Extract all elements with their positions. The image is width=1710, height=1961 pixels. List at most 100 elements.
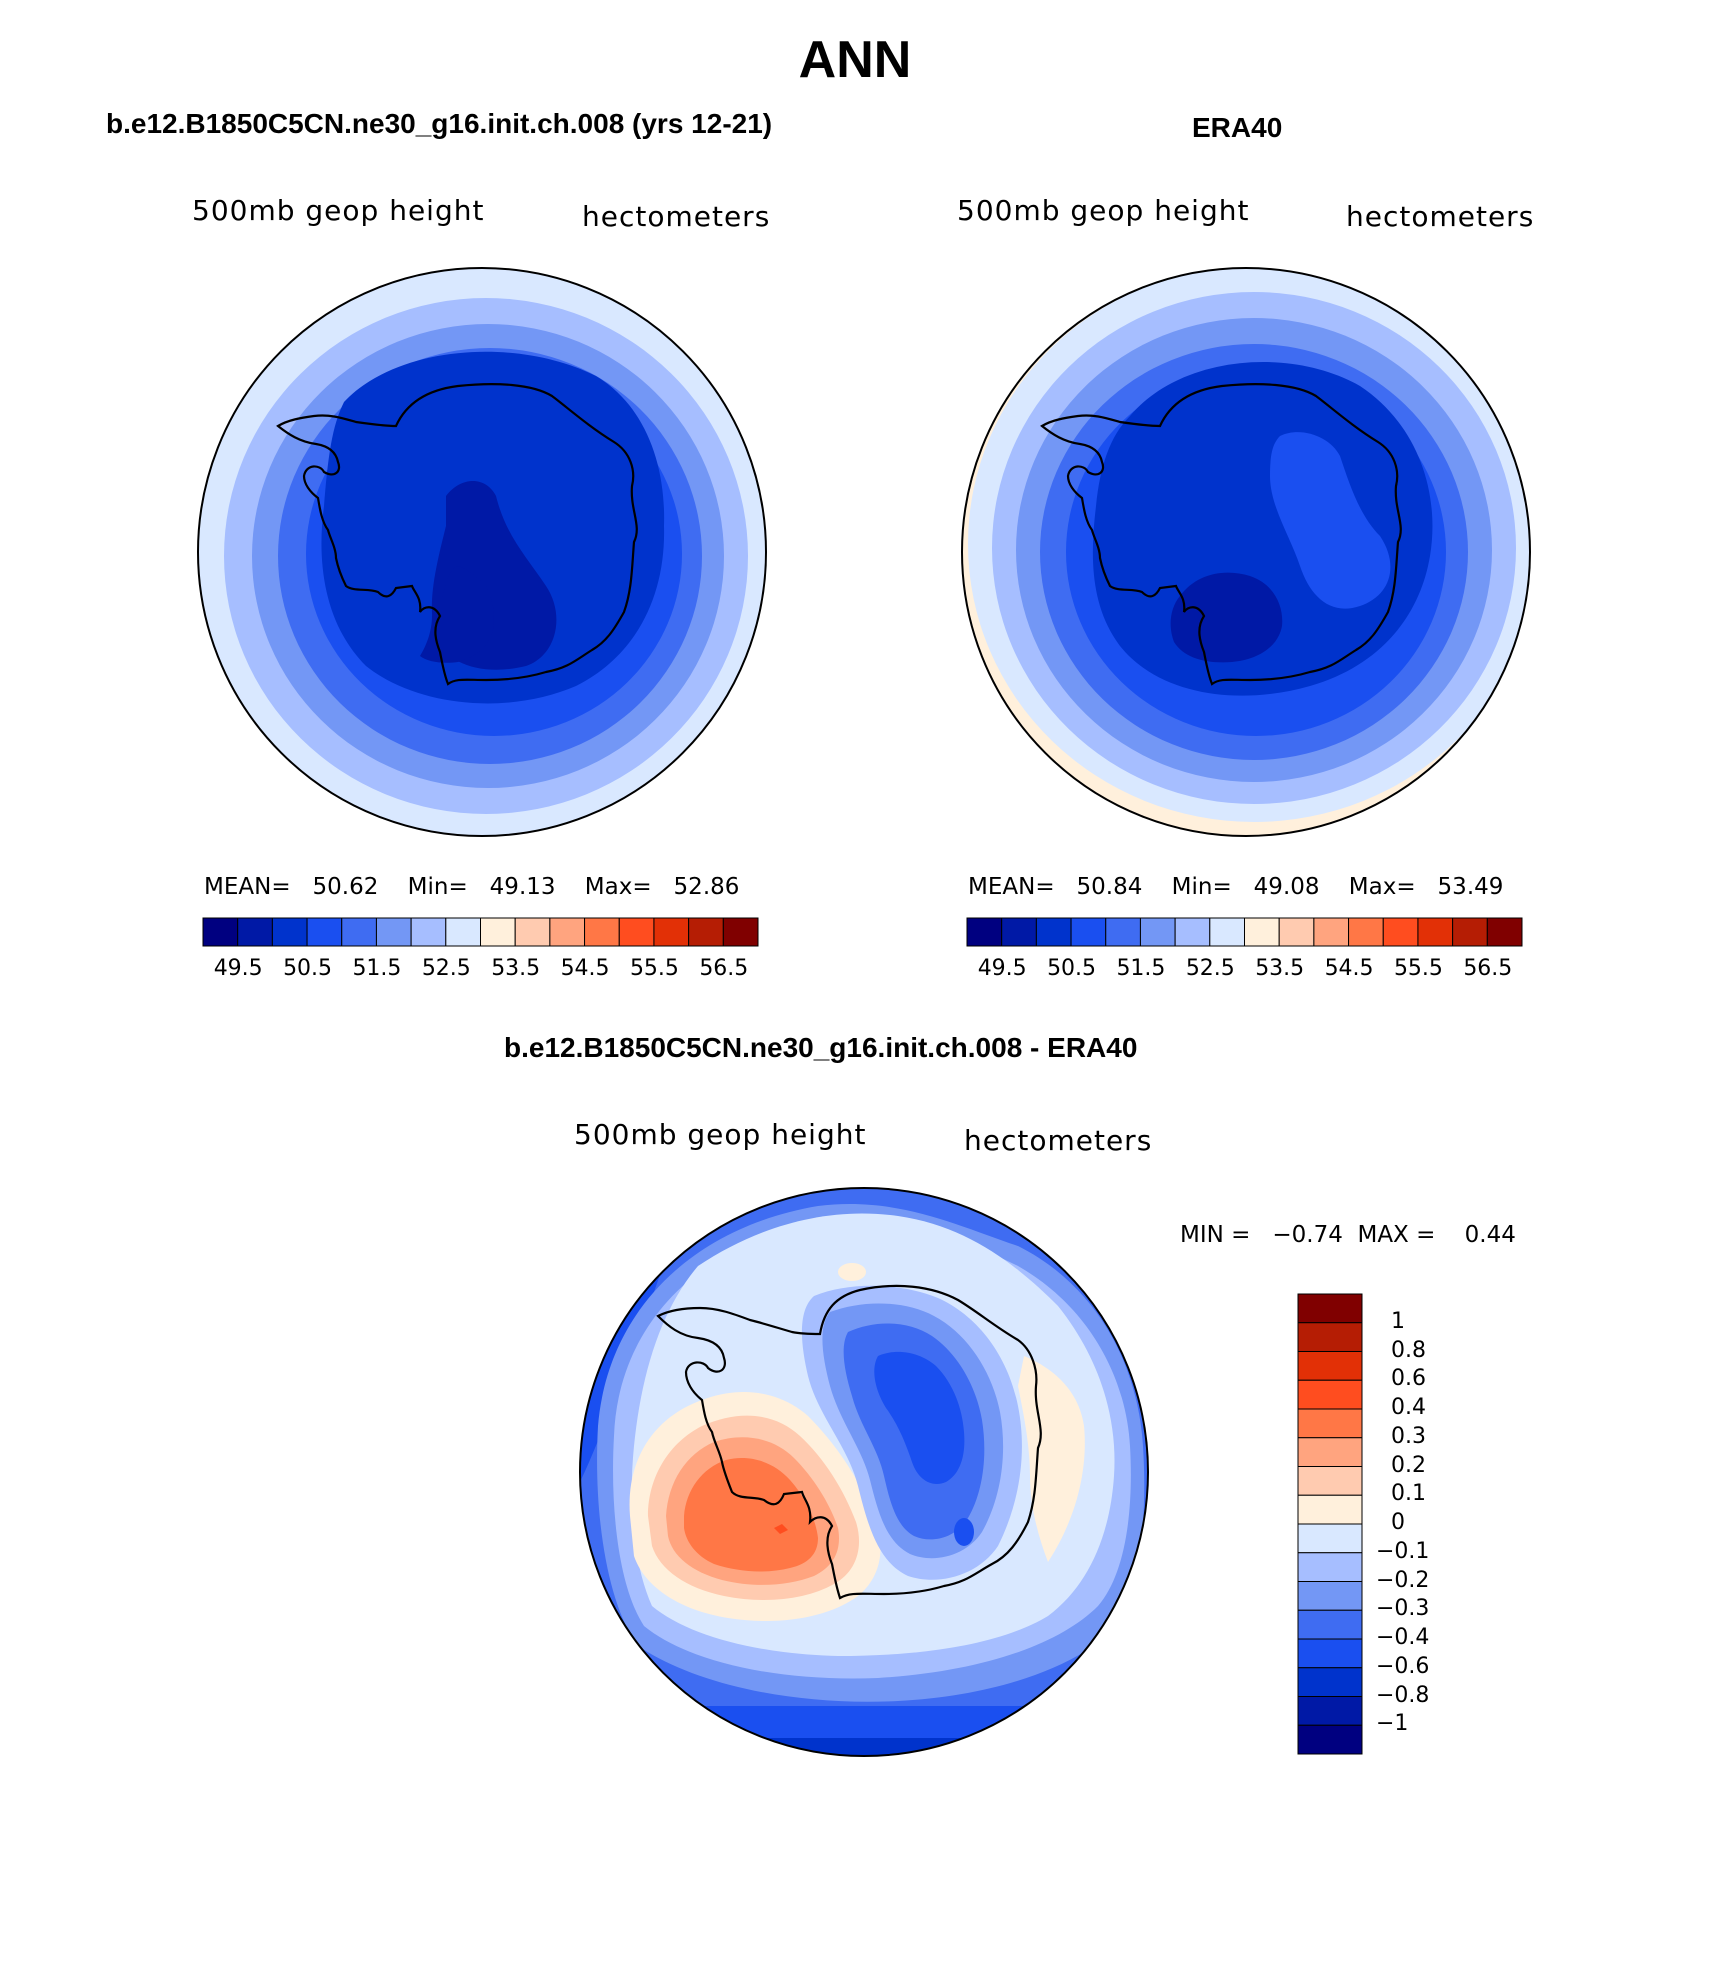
diff-island xyxy=(666,1232,674,1238)
obs-colorbar-box xyxy=(966,917,1003,947)
model-island xyxy=(214,434,220,442)
diff-colorbar-tick-label: −0.1 xyxy=(1376,1538,1430,1564)
model-mean-label: MEAN= xyxy=(204,874,291,900)
model-variable-label: 500mb geop height xyxy=(192,194,485,227)
obs-colorbar-box xyxy=(1382,917,1419,947)
model-colorbar-box xyxy=(202,917,239,947)
obs-colorbar-box xyxy=(1486,917,1523,947)
diff-min-label: MIN = xyxy=(1180,1222,1251,1248)
obs-contour-band xyxy=(1270,432,1391,609)
model-colorbar-box xyxy=(306,917,343,947)
model-coastline xyxy=(276,383,638,686)
obs-colorbar-box xyxy=(1244,917,1280,947)
model-panel-title: b.e12.B1850C5CN.ne30_g16.init.ch.008 (yr… xyxy=(106,108,773,139)
model-island xyxy=(286,320,294,326)
obs-min-label: Min= xyxy=(1171,874,1232,900)
diff-colorbar-tick-label: −0.6 xyxy=(1376,1653,1430,1679)
model-colorbar-box xyxy=(445,917,481,947)
obs-colorbar-tick-label: 55.5 xyxy=(1393,956,1443,981)
obs-colorbar-tick-label: 49.5 xyxy=(977,956,1027,981)
obs-colorbar-box xyxy=(1417,917,1454,947)
diff-colorbar-box xyxy=(1297,1494,1363,1525)
model-colorbar-tick-label: 51.5 xyxy=(352,956,402,981)
obs-colorbar-tick-label: 50.5 xyxy=(1047,956,1097,981)
diff-colorbar-box xyxy=(1297,1466,1363,1496)
model-colorbar-labels: 49.5 50.5 51.5 52.5 53.5 54.5 55.5 56.5 xyxy=(203,956,758,986)
figure-title: ANN xyxy=(798,31,912,89)
obs-mean-value: 50.84 xyxy=(1076,874,1143,900)
model-colorbar-box xyxy=(237,917,273,947)
obs-colorbar-box xyxy=(1139,917,1176,947)
obs-island xyxy=(1050,320,1058,326)
obs-colorbar-box xyxy=(1035,917,1072,947)
diff-colorbar-tick-label: −0.2 xyxy=(1376,1567,1430,1593)
model-colorbar-box xyxy=(271,917,308,947)
obs-colorbar-box xyxy=(1278,917,1315,947)
model-colorbar-box xyxy=(549,917,586,947)
diff-colorbar xyxy=(1297,1293,1363,1755)
diff-coastline xyxy=(656,1284,1042,1600)
diff-colorbar-box xyxy=(1297,1552,1363,1582)
obs-mean-label: MEAN= xyxy=(968,874,1055,900)
diff-colorbar-box xyxy=(1297,1667,1363,1697)
model-colorbar-box xyxy=(584,917,620,947)
diff-contour-band xyxy=(774,1524,788,1534)
obs-colorbar-box xyxy=(1452,917,1488,947)
model-colorbar-box xyxy=(514,917,551,947)
obs-colorbar-box xyxy=(1001,917,1037,947)
model-mean-value: 50.62 xyxy=(312,874,379,900)
obs-map-border xyxy=(961,267,1531,837)
model-units-label: hectometers xyxy=(582,200,771,233)
model-colorbar-tick-label: 49.5 xyxy=(213,956,263,981)
model-colorbar-box xyxy=(375,917,412,947)
model-colorbar-tick-label: 55.5 xyxy=(629,956,679,981)
obs-colorbar-box xyxy=(1070,917,1107,947)
obs-min-value: 49.08 xyxy=(1253,874,1320,900)
diff-contour-band xyxy=(874,1351,965,1484)
diff-contour-band xyxy=(684,1458,818,1572)
diff-colorbar-tick-label: −0.4 xyxy=(1376,1625,1430,1650)
obs-colorbar-box xyxy=(1105,917,1141,947)
diff-colorbar-tick-label: 0.8 xyxy=(1391,1337,1426,1363)
diff-colorbar-box xyxy=(1297,1609,1363,1640)
model-colorbar-tick-label: 56.5 xyxy=(699,956,749,981)
diff-colorbar-box xyxy=(1297,1351,1363,1381)
diff-colorbar-labels: 1 0.8 0.6 0.4 0.3 0.2 0.1 0 −0.1 −0.2 −0.3 −0.4 −0.6… xyxy=(1376,1294,1496,1754)
diff-colorbar-box xyxy=(1297,1293,1363,1324)
obs-max-label: Max= xyxy=(1348,874,1416,900)
diff-colorbar-tick-label: −1 xyxy=(1376,1711,1409,1737)
model-stats: MEAN= 50.62 Min= 49.13 Max= 52.86 xyxy=(204,874,739,900)
model-colorbar-tick-label: 53.5 xyxy=(491,956,541,981)
obs-variable-label: 500mb geop height xyxy=(957,194,1250,227)
diff-colorbar-box xyxy=(1297,1638,1363,1669)
diff-stats: MIN = −0.74 MAX = 0.44 xyxy=(1180,1222,1516,1248)
diff-colorbar-tick-label: 0.4 xyxy=(1391,1395,1426,1420)
model-colorbar xyxy=(202,917,759,947)
model-colorbar-box xyxy=(688,917,724,947)
model-max-label: Max= xyxy=(584,874,652,900)
diff-colorbar-tick-label: 0.6 xyxy=(1391,1366,1426,1392)
diff-polar-map xyxy=(579,1187,1149,1757)
obs-contour-band xyxy=(1170,572,1283,663)
diff-units-label: hectometers xyxy=(964,1124,1153,1157)
diff-island xyxy=(596,1344,602,1352)
diff-colorbar-box xyxy=(1297,1437,1363,1467)
diff-colorbar-box xyxy=(1297,1322,1363,1352)
model-colorbar-box xyxy=(341,917,377,947)
model-colorbar-box xyxy=(410,917,447,947)
diff-colorbar-tick-label: 0.3 xyxy=(1391,1423,1426,1449)
model-max-value: 52.86 xyxy=(673,874,740,900)
diff-contour-band xyxy=(580,1738,1148,1756)
model-colorbar-tick-label: 52.5 xyxy=(421,956,471,981)
obs-colorbar-box xyxy=(1174,917,1211,947)
obs-colorbar-tick-label: 54.5 xyxy=(1324,956,1374,981)
model-colorbar-tick-label: 50.5 xyxy=(283,956,333,981)
model-colorbar-box xyxy=(722,917,759,947)
diff-contour-band xyxy=(838,1263,866,1281)
obs-coastline xyxy=(1040,383,1402,686)
model-colorbar-box xyxy=(618,917,655,947)
model-map-border xyxy=(197,267,767,837)
obs-colorbar-labels: 49.5 50.5 51.5 52.5 53.5 54.5 55.5 56.5 xyxy=(967,956,1522,986)
diff-colorbar-box xyxy=(1297,1523,1363,1554)
diff-colorbar-tick-label: 0 xyxy=(1391,1510,1405,1535)
